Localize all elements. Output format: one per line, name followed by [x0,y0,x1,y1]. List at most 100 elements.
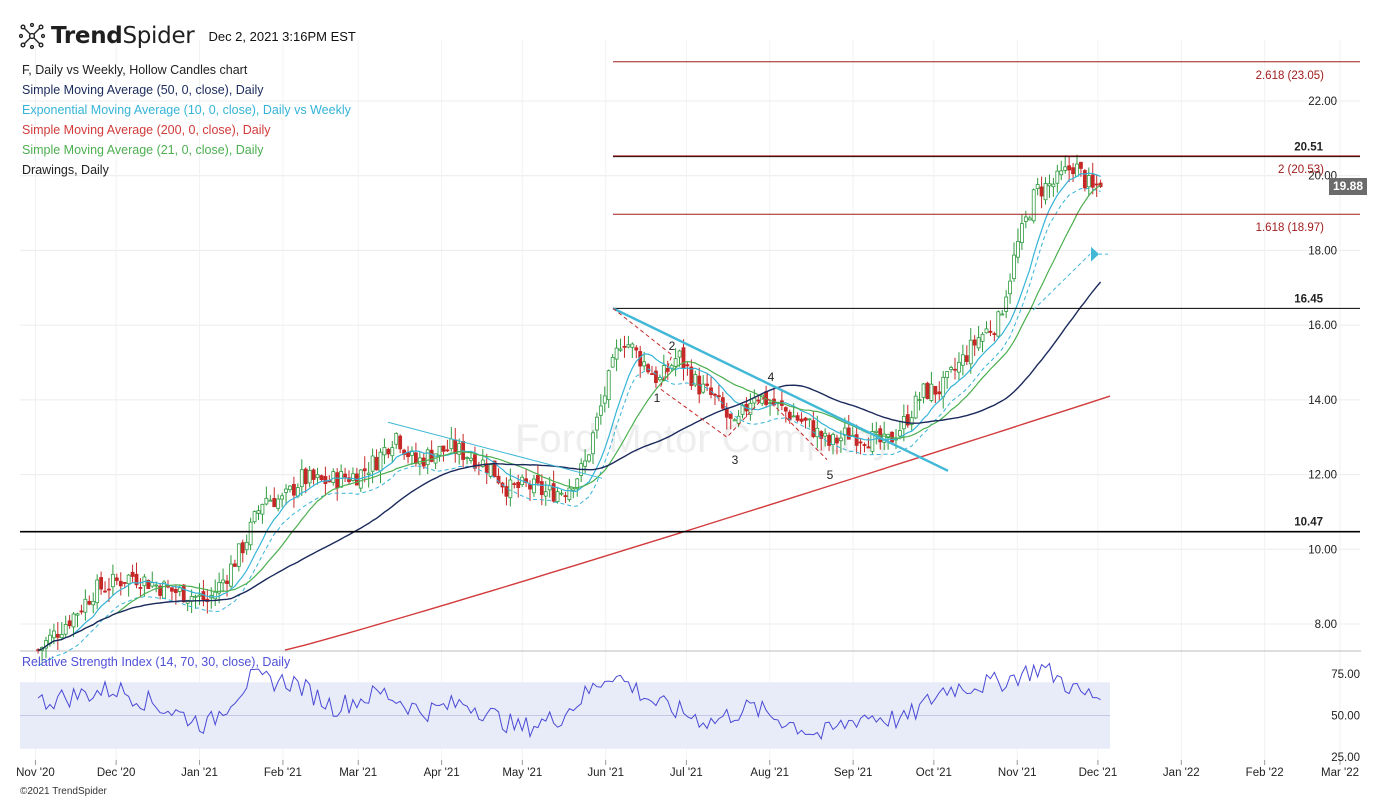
candle-body [838,437,843,442]
legend-drawings[interactable]: Drawings, Daily [22,163,109,177]
time-tick-label: Mar '21 [339,767,377,779]
candle-body [264,497,269,505]
price-tick-label: 18.00 [1308,245,1337,257]
candle-body [614,347,619,360]
candle-body [835,437,839,444]
chart-timestamp: Dec 2, 2021 3:16PM EST [208,28,356,44]
candle-body [122,582,127,584]
candle-body [99,577,103,590]
candle-body [1020,223,1024,244]
candle-body [75,613,80,616]
candle-body [67,620,72,627]
candle-body [150,582,155,587]
candle-body [1043,183,1048,201]
candle-body [957,361,961,373]
candle-body [457,443,462,455]
time-tick-label: Sep '21 [834,767,873,779]
candle-body [925,382,930,399]
candle-body [1094,183,1099,186]
brand-light: Spider [122,23,195,49]
candle-body [732,419,737,422]
candle-body [232,563,237,567]
candle-body [366,472,371,475]
time-tick-label: Dec '20 [97,767,136,779]
candle-body [1012,254,1016,280]
candle-body [1016,240,1020,258]
candle-body [598,405,603,416]
candle-body [886,433,891,438]
candle-body [1098,182,1103,187]
candle-body [606,370,611,401]
candle-body [1075,163,1079,177]
candle-body [445,449,450,452]
candle-body [768,402,772,405]
candle-body [968,339,973,365]
candle-body [854,434,859,446]
candle-body [976,337,981,349]
last-price-tag: 19.88 [1329,178,1367,195]
candle-body [146,580,151,590]
sma50-line [37,281,1102,651]
price-tick-label: 8.00 [1315,619,1337,631]
candle-body [543,491,548,497]
candle-body [905,414,910,426]
candle-body [819,431,824,439]
candle-body [453,439,458,455]
candle-body [386,448,391,455]
candle-body [480,459,485,467]
candle-body [284,488,288,493]
legend-sma200[interactable]: Simple Moving Average (200, 0, close), D… [22,123,271,137]
legend-ema10[interactable]: Exponential Moving Average (10, 0, close… [22,103,351,117]
candle-body [193,595,198,598]
trendspider-logo-icon [18,22,46,50]
candle-body [827,434,831,446]
candle-body [272,498,277,508]
candle-body [331,471,336,483]
fib-level-label: 2 (20.53) [1278,164,1324,176]
price-tick-label: 10.00 [1308,544,1337,556]
candle-body [370,455,375,472]
candle-body [469,457,473,461]
candle-body [71,613,76,628]
candle-body [842,427,847,436]
candle-body [307,469,312,484]
candle-body [799,418,804,422]
candle-body [1082,170,1087,189]
legend-title[interactable]: F, Daily vs Weekly, Hollow Candles chart [22,63,248,77]
level-label: 20.51 [1294,142,1323,154]
candle-body [685,364,690,367]
candle-body [866,446,871,449]
candle-body [532,478,536,494]
candle-body [79,610,84,613]
candle-body [351,473,355,481]
candle-body [1000,313,1005,316]
rsi-legend[interactable]: Relative Strength Index (14, 70, 30, clo… [22,655,291,669]
candle-body [898,430,902,437]
legend-sma50[interactable]: Simple Moving Average (50, 0, close), Da… [22,83,264,97]
legend-sma21[interactable]: Simple Moving Average (21, 0, close), Da… [22,143,264,157]
candle-body [618,348,623,351]
candle-body [398,435,403,450]
price-tick-label: 12.00 [1308,470,1337,482]
candle-body [1079,161,1083,169]
candle-body [390,447,395,457]
candle-body [114,577,119,581]
candle-body [138,587,143,589]
sma21-line [37,184,1101,651]
candle-body [95,579,100,604]
candle-body [154,584,159,587]
time-tick-label: Nov '21 [998,767,1037,779]
candle-body [504,486,509,497]
candle-body [551,483,556,502]
time-tick-label: Aug '21 [750,767,789,779]
candle-body [571,488,576,491]
candle-body [173,589,178,593]
candle-body [465,457,469,459]
ema10-weekly-line [37,187,1101,666]
candle-body [720,397,725,409]
time-tick-label: Jan '22 [1163,767,1200,779]
candle-body [874,430,879,433]
candle-body [335,472,340,489]
candle-body [339,471,344,488]
